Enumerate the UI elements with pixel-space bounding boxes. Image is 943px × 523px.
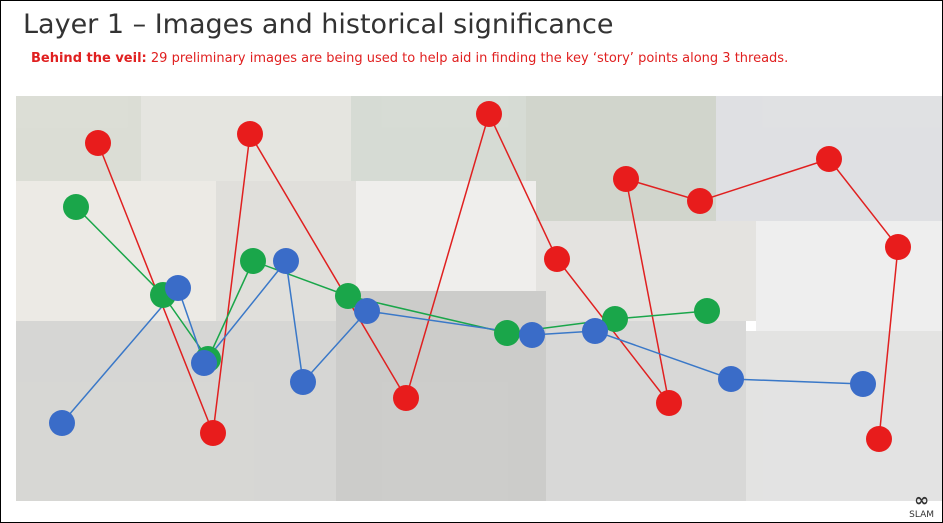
point [687, 188, 713, 214]
image-tile [536, 221, 756, 321]
logo-text: SLAM [909, 510, 934, 520]
point [85, 130, 111, 156]
point [273, 248, 299, 274]
point [519, 322, 545, 348]
point [240, 248, 266, 274]
slide: Layer 1 – Images and historical signific… [0, 0, 943, 523]
logo-mark: ∞ [909, 492, 934, 510]
image-tile [746, 331, 942, 501]
image-tile [546, 321, 746, 501]
point [354, 298, 380, 324]
point [613, 166, 639, 192]
collage [1, 1, 942, 522]
point [718, 366, 744, 392]
image-tile [756, 221, 942, 331]
point [63, 194, 89, 220]
point [165, 275, 191, 301]
point [290, 369, 316, 395]
point [237, 121, 263, 147]
point [582, 318, 608, 344]
point [866, 426, 892, 452]
point [816, 146, 842, 172]
point [544, 246, 570, 272]
point [694, 298, 720, 324]
point [850, 371, 876, 397]
point [885, 234, 911, 260]
point [494, 320, 520, 346]
point [49, 410, 75, 436]
image-tile [356, 181, 536, 291]
point [393, 385, 419, 411]
point [656, 390, 682, 416]
point [476, 101, 502, 127]
point [191, 350, 217, 376]
point [200, 420, 226, 446]
image-tile [16, 96, 141, 181]
image-tile [16, 181, 216, 321]
logo: ∞SLAM [909, 492, 934, 520]
